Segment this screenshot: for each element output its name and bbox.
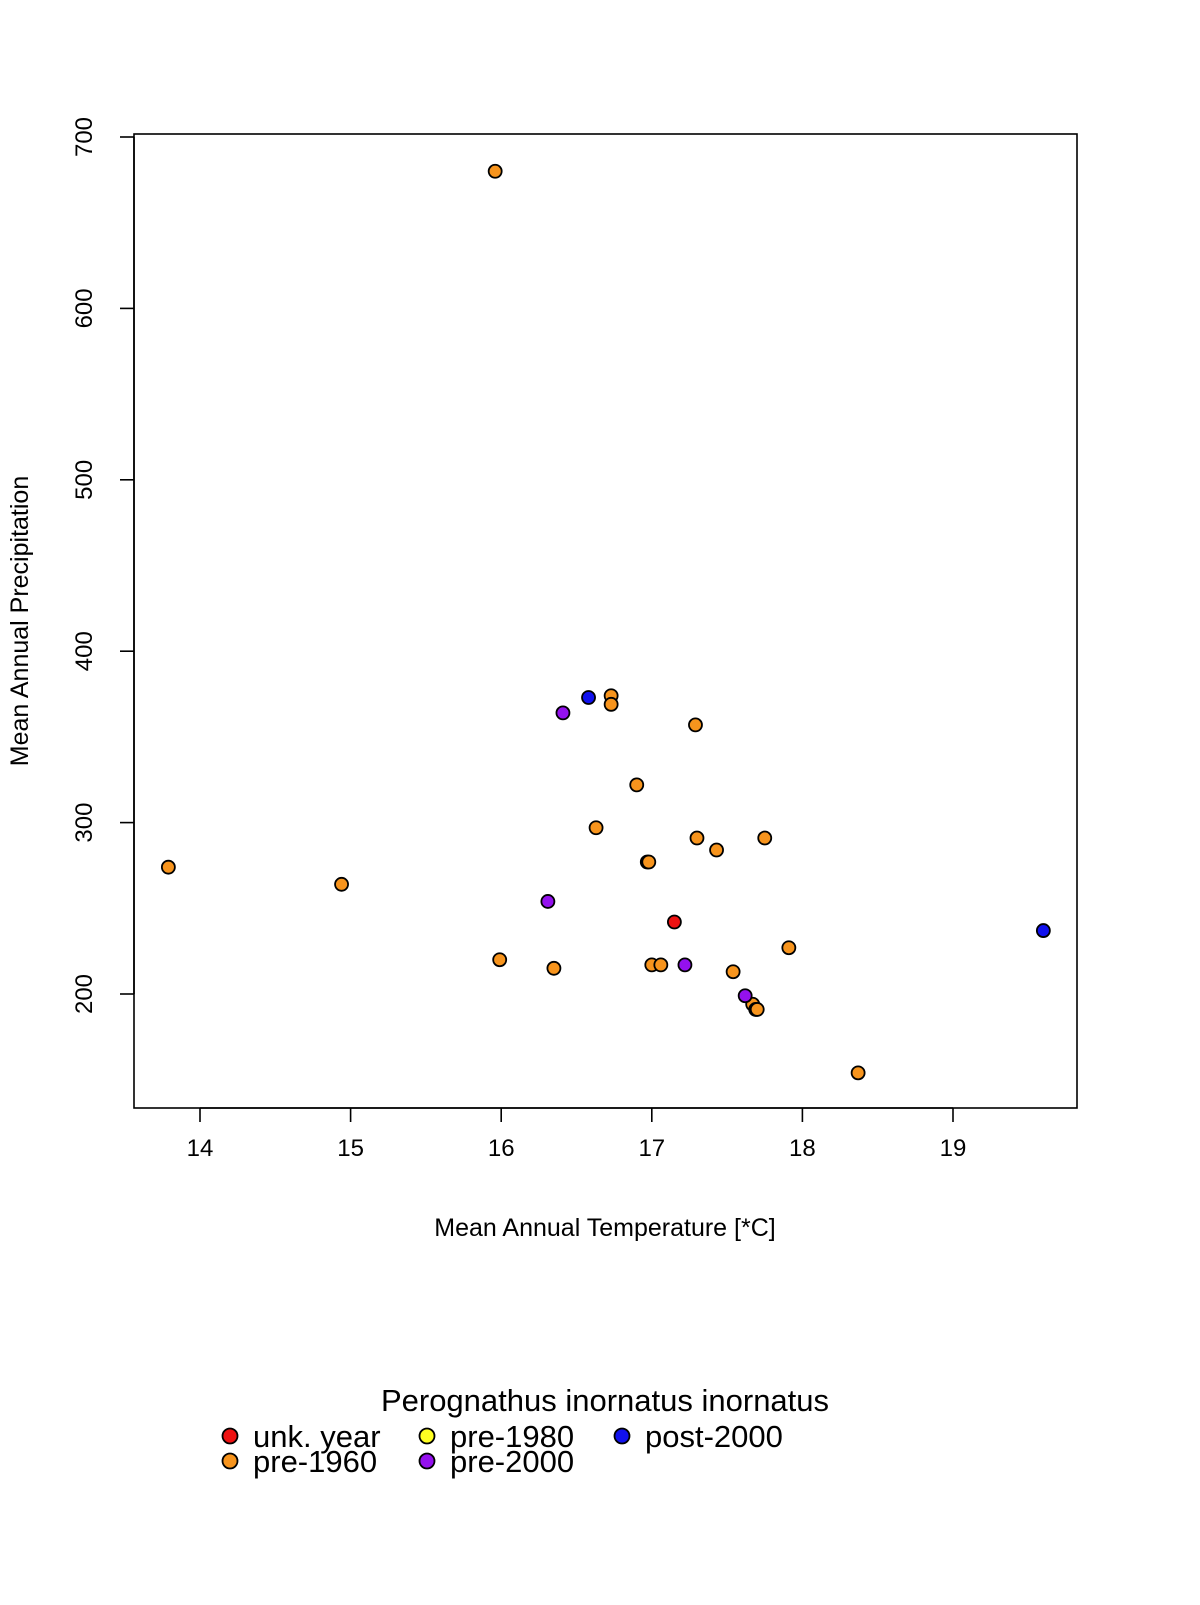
- data-point: [688, 717, 703, 733]
- data-point: [757, 830, 773, 846]
- legend-label: pre-1960: [253, 1444, 377, 1479]
- plot-frame: [133, 133, 1078, 1109]
- data-point: [781, 940, 797, 956]
- data-point: [581, 690, 596, 705]
- y-tick-label: 600: [71, 288, 98, 328]
- data-point: [555, 705, 571, 721]
- y-axis-title: Mean Annual Precipitation: [6, 476, 34, 766]
- x-tick-label: 16: [488, 1135, 515, 1162]
- data-point: [850, 1065, 866, 1081]
- data-point: [666, 914, 682, 930]
- legend-title: Perognathus inornatus inornatus: [381, 1383, 829, 1418]
- data-point: [677, 957, 693, 973]
- legend-marker: [418, 1427, 436, 1445]
- data-point: [540, 894, 556, 909]
- data-points: [160, 163, 1051, 1081]
- data-point: [603, 696, 619, 712]
- y-tick-label: 200: [71, 974, 98, 1014]
- data-point: [546, 960, 562, 976]
- data-point: [588, 820, 604, 836]
- x-axis-title: Mean Annual Temperature [*C]: [434, 1214, 775, 1242]
- data-point: [653, 957, 669, 973]
- x-axis: 14 15 16 17 18 19: [187, 1107, 967, 1162]
- y-axis: 200 300 400 500 600 700: [71, 117, 135, 1014]
- y-tick-label: 700: [71, 117, 98, 157]
- x-tick-label: 18: [789, 1135, 816, 1162]
- x-tick-label: 17: [638, 1135, 665, 1162]
- data-point: [737, 988, 753, 1004]
- legend-marker: [221, 1452, 239, 1470]
- data-point: [629, 777, 645, 793]
- data-point: [641, 854, 657, 870]
- legend-marker: [418, 1452, 436, 1470]
- data-point: [334, 876, 349, 892]
- data-point: [487, 163, 503, 179]
- legend-marker: [221, 1427, 239, 1445]
- legend-label: pre-1980: [450, 1419, 574, 1454]
- data-point: [725, 964, 741, 980]
- y-tick-label: 400: [71, 631, 98, 671]
- legend-label: post-2000: [645, 1419, 783, 1454]
- data-point: [492, 952, 508, 968]
- data-point: [1035, 923, 1051, 938]
- x-tick-label: 15: [337, 1135, 364, 1162]
- data-point: [749, 1002, 765, 1017]
- x-tick-label: 14: [187, 1135, 214, 1162]
- x-tick-label: 19: [940, 1135, 967, 1162]
- y-tick-label: 300: [71, 803, 98, 843]
- data-point: [160, 859, 176, 875]
- legend-label: pre-2000: [450, 1444, 574, 1479]
- legend-label: unk. year: [253, 1419, 381, 1454]
- data-point: [689, 830, 705, 846]
- y-tick-label: 500: [71, 460, 98, 500]
- legend-marker: [613, 1427, 631, 1445]
- data-point: [709, 842, 724, 858]
